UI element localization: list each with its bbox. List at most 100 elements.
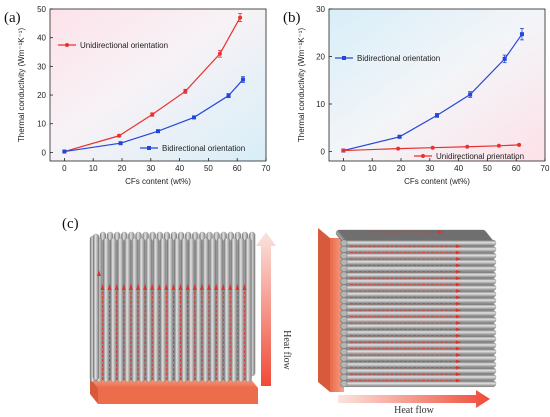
fiber-rod-end [340,277,348,285]
fiber-rod-end [340,348,348,356]
data-point [192,115,196,120]
heat-path-arrowhead [438,230,443,234]
fiber-rod [339,380,497,387]
heat-path-arrowhead [456,308,461,312]
heat-path-arrowhead [456,244,461,248]
heat-path-arrowhead [235,284,240,290]
fiber-rod-end [340,271,348,279]
legend-label: Unidirectional orientation [80,41,168,50]
series-a [62,13,245,154]
y-tick-label: 0 [42,148,47,157]
fiber-rod [124,237,131,383]
x-tick-label: 40 [175,164,184,173]
heat-source-wall-side [318,228,330,392]
fiber-rod [188,237,195,383]
legend-label: Bidirectional orientation [357,54,440,63]
x-tick-label: 50 [483,164,492,173]
fiber-rod [202,237,210,383]
heat-path-arrowhead [456,295,461,300]
fiber-rod-end [340,316,348,324]
data-point [496,143,501,148]
y-tick-label: 10 [316,100,325,109]
plot-area-a [49,8,267,162]
fiber-rod [173,237,181,383]
data-point [397,134,402,139]
y-tick-label: 20 [37,91,46,100]
fiber-rod [339,259,497,266]
heat-path-arrowhead [242,284,247,290]
x-tick-label: 50 [204,164,213,173]
fiber-rod-end [340,341,348,349]
series-line-unidirectional [64,17,241,153]
series-line-unidirectional [343,144,520,152]
data-point [435,113,439,118]
x-tick-label: 30 [146,164,155,173]
data-point [238,15,243,20]
fiber-rod-side [92,233,100,381]
data-point [517,142,522,147]
fiber-rod [339,278,497,285]
fiber-rod-end [340,239,348,247]
y-axis-title-b: Thermal conductivity (Wm⁻¹K⁻¹) [297,28,306,143]
fiber-rod [131,237,139,383]
fiber-rod [237,237,245,383]
heat-path-arrowhead [456,257,461,261]
horizontal-heat-arrows [350,230,461,383]
panel-c: (c) Heat flow Heat flow [62,216,497,416]
heat-path-arrowhead [456,340,461,344]
fiber-rod-end [340,252,348,260]
x-tick-label: 10 [89,164,98,173]
data-point [465,144,470,149]
heat-path-arrowhead [214,284,219,290]
data-point [62,149,67,154]
bidirectional-schematic: Heat flow [318,228,497,416]
legend-label: Bidirectional orientation [162,144,245,153]
x-tick-label: 70 [541,164,550,173]
horizontal-fiber-array [335,229,497,388]
x-tick-label: 70 [262,164,271,173]
fiber-rod [339,355,497,362]
panel-label-a: (a) [4,10,21,26]
fiber-rod [339,335,497,343]
panel-label-c: (c) [62,216,79,232]
heat-path-arrowhead [456,327,461,332]
fiber-rod [339,297,497,304]
heat-path-arrowhead [143,284,148,290]
data-point [240,77,245,82]
fiber-rod [339,367,497,375]
fiber-rod-end [340,258,348,266]
y-tick-label: 30 [316,5,325,14]
heat-path-arrowhead [136,284,140,290]
fiber-rod [339,252,497,259]
heat-path-arrowhead [456,378,461,383]
data-point [430,145,435,150]
heat-path-arrowhead [128,284,133,290]
data-point [117,133,122,138]
heat-source-side-left [90,378,98,404]
data-point [468,92,473,97]
fiber-rod [216,237,224,383]
fiber-rod-end [340,297,348,304]
x-tick-label: 20 [118,164,127,173]
heat-path-arrowhead [456,346,461,351]
legend-marker [147,146,151,150]
heat-path-arrowhead [456,276,461,280]
y-tick-label: 40 [37,34,46,43]
legend-b: Bidirectional orientation Unidirectional … [335,54,524,161]
series-line-bidirectional [343,33,523,152]
heat-path-arrowhead [121,284,126,290]
fiber-rod [339,348,497,355]
x-tick-label: 20 [397,164,406,173]
heat-path-arrowhead [100,284,105,290]
vertical-fiber-array [89,231,256,383]
x-axis-title-b: CFs content (wt%) [404,177,470,186]
heat-path-arrowhead [192,284,197,290]
legend-label: Unidirectional orientation [436,152,524,161]
fiber-rod [339,374,497,381]
heat-source-front-left [98,388,258,404]
heat-path-arrowhead [456,282,461,287]
y-tick-label: 20 [316,53,325,62]
x-tick-label: 30 [425,164,434,173]
heat-path-arrowhead [221,284,226,290]
fiber-rod [244,237,252,383]
